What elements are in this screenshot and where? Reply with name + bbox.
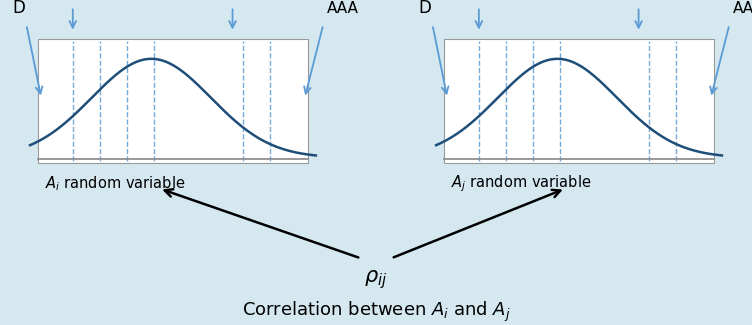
Text: $A_{j}$ random variable: $A_{j}$ random variable xyxy=(451,173,592,194)
Text: AAA: AAA xyxy=(327,1,359,16)
Text: $\rho_{ij}$: $\rho_{ij}$ xyxy=(364,268,388,291)
Text: $A_{i}$ random variable: $A_{i}$ random variable xyxy=(45,174,186,193)
FancyBboxPatch shape xyxy=(38,39,308,162)
Text: D: D xyxy=(12,0,26,17)
FancyBboxPatch shape xyxy=(444,39,714,162)
Text: AAA: AAA xyxy=(733,1,752,16)
Text: D: D xyxy=(418,0,432,17)
Text: Correlation between $A_i$ and $A_j$: Correlation between $A_i$ and $A_j$ xyxy=(241,300,511,324)
